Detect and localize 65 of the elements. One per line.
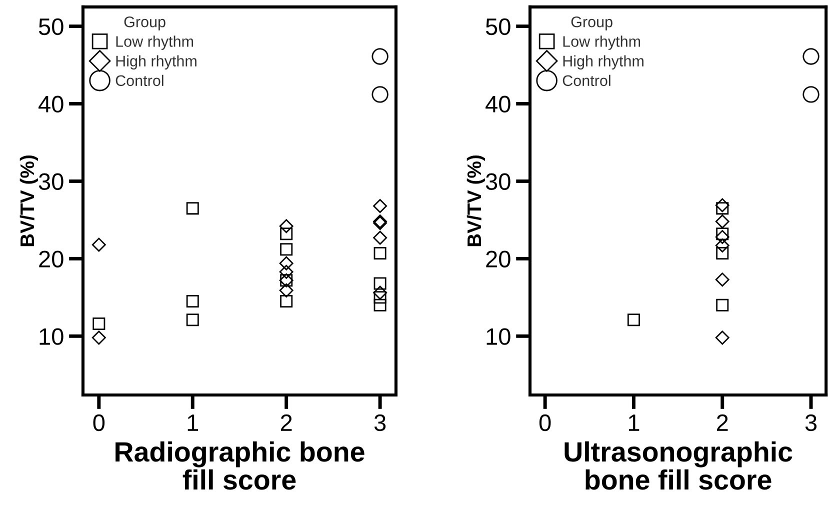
point — [715, 198, 730, 212]
point — [715, 330, 730, 345]
x-tick-label: 3 — [374, 414, 386, 432]
y-tick-label: 10 — [40, 328, 64, 345]
y-tick-label: 20 — [39, 250, 64, 268]
point — [716, 228, 729, 240]
y-tick-label: 40 — [38, 96, 64, 113]
point — [374, 291, 386, 304]
x-tick-label: 2 — [716, 414, 728, 431]
y-tick-label: 20 — [486, 250, 510, 268]
y-tick-label: 30 — [38, 173, 64, 190]
legend-label: Control — [116, 74, 164, 86]
point — [186, 202, 199, 215]
y-tick-label: 50 — [38, 18, 64, 36]
point — [186, 295, 199, 308]
x-axis-title: Ultrasonographic bone fill score — [564, 441, 792, 490]
x-tick-label: 3 — [805, 414, 817, 432]
x-tick-label: 1 — [628, 414, 640, 431]
point — [279, 219, 294, 234]
point — [374, 298, 386, 312]
point — [92, 317, 106, 330]
point — [279, 264, 294, 279]
point — [715, 230, 730, 244]
x-tick-label: 2 — [280, 414, 292, 431]
point — [92, 238, 106, 252]
point — [373, 199, 388, 213]
point — [279, 256, 294, 270]
legend-label: Low rhythm — [563, 36, 640, 50]
point — [716, 247, 729, 260]
legend-label: Low rhythm — [116, 36, 194, 50]
point — [92, 330, 106, 345]
legend-label: High rhythm — [563, 55, 644, 70]
y-tick-label: 30 — [486, 173, 510, 190]
legend-title: Group — [124, 16, 166, 30]
point — [374, 277, 386, 290]
point — [372, 86, 388, 103]
point — [715, 272, 730, 287]
point — [802, 86, 820, 103]
point — [373, 230, 388, 245]
point — [715, 238, 730, 252]
point — [186, 314, 199, 326]
point — [280, 228, 293, 240]
point — [802, 48, 820, 65]
point — [280, 295, 293, 308]
point — [374, 247, 386, 260]
point — [373, 286, 388, 300]
legend-label: High rhythm — [116, 55, 196, 70]
point — [716, 298, 729, 312]
y-tick-label: 10 — [486, 328, 510, 345]
y-axis-title: BV/TV (%) — [466, 155, 485, 246]
point — [716, 202, 729, 215]
y-tick-label: 40 — [486, 96, 510, 113]
point — [280, 243, 293, 256]
point — [715, 214, 730, 228]
legend-title: Group — [571, 16, 612, 30]
legend-label: Control — [562, 74, 610, 86]
x-tick-label: 0 — [539, 414, 551, 432]
y-tick-label: 50 — [486, 18, 510, 36]
x-tick-label: 1 — [188, 414, 198, 431]
x-axis-title: Radiographic bone fill score — [116, 441, 364, 490]
y-axis-title: BV/TV (%) — [20, 155, 38, 246]
x-tick-label: 0 — [93, 414, 105, 432]
point — [372, 48, 388, 65]
point — [627, 314, 640, 326]
point — [279, 283, 294, 298]
